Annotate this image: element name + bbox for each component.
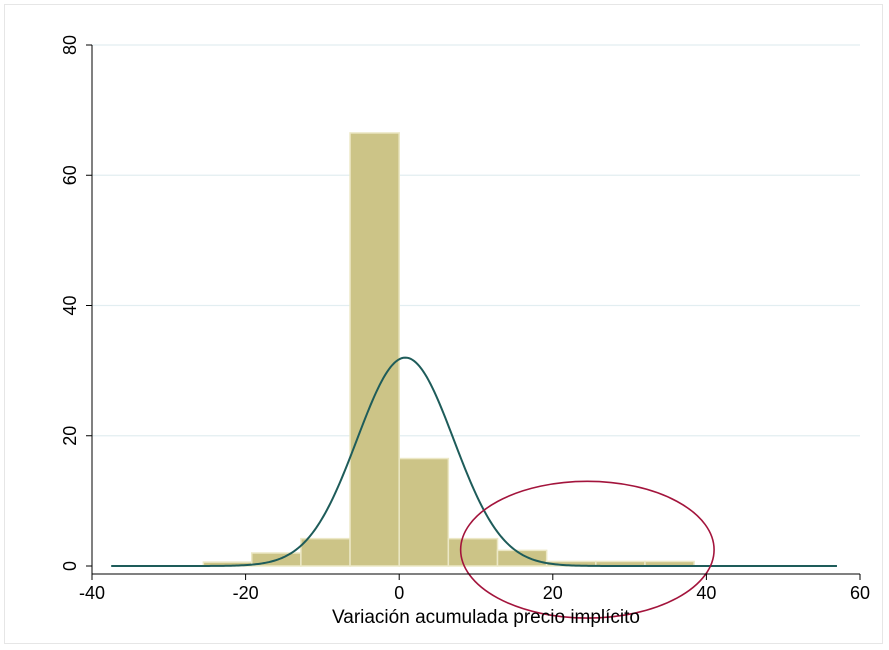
y-tick-label-20: 20 [60,426,80,446]
x-tick-label-60: 60 [850,583,870,603]
x-tick-label-20: 20 [543,583,563,603]
highlight-ellipse [459,480,715,619]
x-tick-label--20: -20 [233,583,259,603]
histogram-bar-3 [349,132,400,567]
axes [86,44,861,580]
tick-labels: 0 20 40 60 80 -40 -20 0 20 40 60 [60,35,870,603]
x-tick-label-40: 40 [696,583,716,603]
histogram-bar-2 [300,537,351,567]
histogram-bar-4 [398,457,450,567]
grid-lines [92,44,860,437]
histogram-bar-5 [447,537,499,567]
histogram-bars [202,132,695,567]
y-tick-label-80: 80 [60,35,80,55]
x-tick-label-0: 0 [394,583,404,603]
y-tick-label-60: 60 [60,165,80,185]
annotation-group [459,480,715,619]
normal-density-curve [111,356,837,567]
y-tick-label-40: 40 [60,295,80,315]
x-axis-title: Variación acumulada precio implícito [332,607,640,628]
normal-curve-group [111,356,837,567]
histogram-bar-6 [496,549,548,567]
x-tick-label--40: -40 [79,583,105,603]
y-tick-label-0: 0 [60,561,80,571]
